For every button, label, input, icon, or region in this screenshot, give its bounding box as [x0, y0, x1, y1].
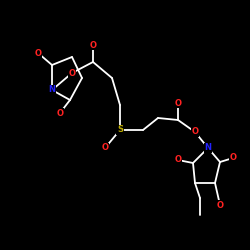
- Text: O: O: [68, 68, 75, 78]
- Text: O: O: [102, 144, 108, 152]
- Text: N: N: [48, 86, 56, 94]
- Text: N: N: [204, 144, 212, 152]
- Text: O: O: [90, 40, 96, 50]
- Text: O: O: [34, 48, 42, 58]
- Text: O: O: [174, 98, 182, 108]
- Text: O: O: [216, 200, 224, 209]
- Text: O: O: [56, 108, 64, 118]
- Text: O: O: [230, 154, 236, 162]
- Text: S: S: [117, 126, 123, 134]
- Text: O: O: [174, 156, 182, 164]
- Text: O: O: [192, 128, 198, 136]
